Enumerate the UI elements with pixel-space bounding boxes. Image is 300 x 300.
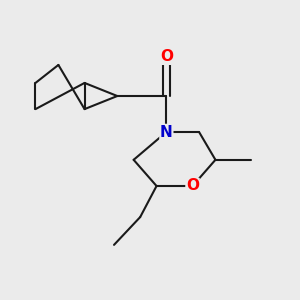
Text: N: N <box>160 124 173 140</box>
Text: O: O <box>186 178 199 194</box>
Text: O: O <box>160 49 173 64</box>
